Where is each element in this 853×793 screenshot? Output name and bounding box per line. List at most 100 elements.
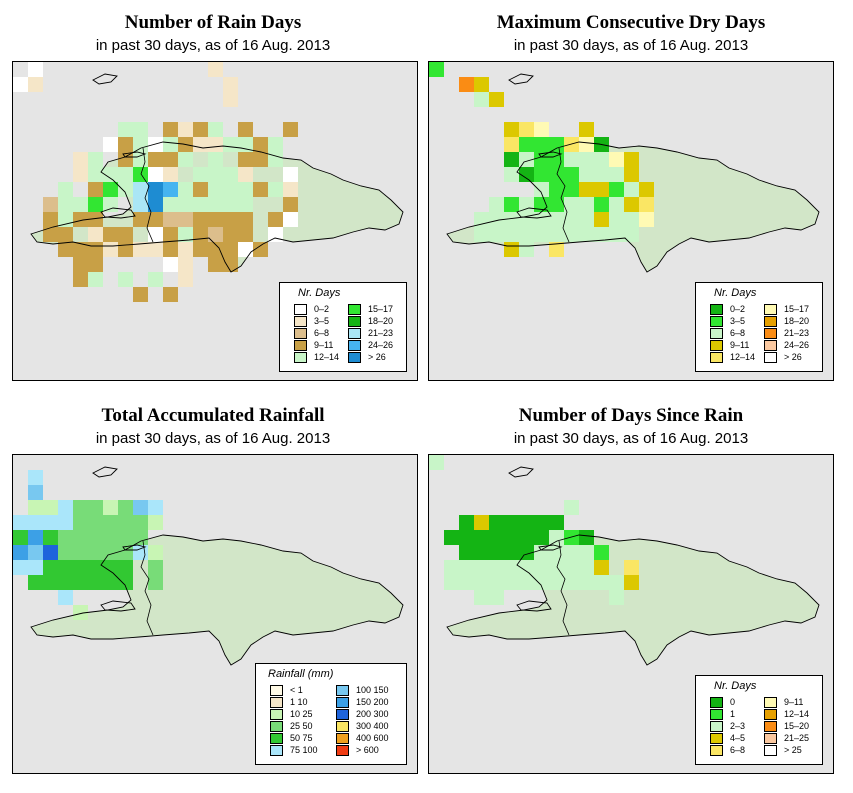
island-coastline	[538, 151, 563, 158]
grid-cell	[549, 545, 564, 560]
grid-cell	[103, 167, 118, 182]
grid-cell	[208, 137, 223, 152]
grid-cell	[193, 122, 208, 137]
grid-cell	[429, 455, 444, 470]
grid-cell	[283, 212, 298, 227]
legend-title: Nr. Days	[714, 680, 757, 692]
grid-cell	[88, 560, 103, 575]
grid-cell	[223, 197, 238, 212]
grid-cell	[13, 77, 28, 92]
grid-cell	[459, 515, 474, 530]
grid-cell	[118, 227, 133, 242]
grid-cell	[549, 182, 564, 197]
island-coastline	[508, 466, 534, 478]
grid-cell	[133, 212, 148, 227]
grid-cell	[73, 530, 88, 545]
map-legend: Nr. Days 0–2 3–5 6–8 9–11 12–14 15–17 18–20 21–2…	[279, 282, 407, 372]
grid-cell	[609, 575, 624, 590]
grid-cell	[223, 167, 238, 182]
legend-label: 12–14	[784, 709, 810, 719]
grid-cell	[43, 500, 58, 515]
map-rain-days: Nr. Days 0–2 3–5 6–8 9–11 12–14 15–17 18–20 21–2…	[12, 61, 418, 381]
grid-cell	[73, 152, 88, 167]
grid-cell	[564, 182, 579, 197]
legend-swatch	[336, 685, 349, 696]
grid-cell	[73, 272, 88, 287]
legend-swatch	[270, 745, 283, 756]
grid-cell	[103, 197, 118, 212]
legend-swatch	[270, 709, 283, 720]
grid-cell	[253, 242, 268, 257]
grid-cell	[639, 212, 654, 227]
legend-swatch	[348, 316, 361, 327]
legend-swatch	[348, 340, 361, 351]
legend-swatch	[336, 721, 349, 732]
grid-cell	[474, 530, 489, 545]
legend-swatch	[764, 340, 777, 351]
grid-cell	[223, 227, 238, 242]
legend-swatch	[294, 304, 307, 315]
grid-cell	[283, 122, 298, 137]
grid-cell	[43, 530, 58, 545]
grid-cell	[474, 212, 489, 227]
legend-label: 200 300	[356, 709, 389, 719]
grid-cell	[163, 197, 178, 212]
grid-cell	[58, 212, 73, 227]
grid-cell	[193, 167, 208, 182]
legend-swatch	[764, 721, 777, 732]
grid-cell	[564, 212, 579, 227]
grid-cell	[88, 182, 103, 197]
grid-cell	[594, 167, 609, 182]
legend-label: 25 50	[290, 721, 313, 731]
grid-cell	[489, 197, 504, 212]
grid-cell	[238, 197, 253, 212]
grid-cell	[549, 152, 564, 167]
grid-cell	[459, 530, 474, 545]
grid-cell	[148, 515, 163, 530]
grid-cell	[28, 470, 43, 485]
grid-cell	[504, 575, 519, 590]
grid-cell	[118, 545, 133, 560]
grid-cell	[73, 605, 88, 620]
grid-cell	[13, 560, 28, 575]
grid-cell	[564, 560, 579, 575]
grid-cell	[474, 92, 489, 107]
map-dry-days: Nr. Days 0–2 3–5 6–8 9–11 12–14 15–17 18–20 21–2…	[428, 61, 834, 381]
map-canvas	[429, 455, 820, 666]
legend-label: 0–2	[314, 304, 330, 314]
grid-cell	[238, 227, 253, 242]
legend-swatch	[764, 697, 777, 708]
grid-cell	[163, 212, 178, 227]
grid-cell	[253, 152, 268, 167]
legend-swatch	[294, 352, 307, 363]
legend-label: 1 10	[290, 697, 308, 707]
grid-cell	[133, 137, 148, 152]
grid-cell	[88, 272, 103, 287]
grid-cell	[534, 545, 549, 560]
grid-cell	[28, 62, 43, 77]
grid-cell	[504, 560, 519, 575]
grid-cell	[88, 227, 103, 242]
grid-cell	[148, 575, 163, 590]
grid-cell	[73, 575, 88, 590]
grid-cell	[88, 545, 103, 560]
grid-cell	[504, 152, 519, 167]
grid-cell	[519, 530, 534, 545]
grid-cell	[43, 560, 58, 575]
grid-cell	[58, 560, 73, 575]
legend-label: 6–8	[730, 328, 746, 338]
grid-cell	[58, 500, 73, 515]
legend-label: 24–26	[784, 340, 810, 350]
legend-label: 100 150	[356, 685, 389, 695]
grid-cell	[253, 182, 268, 197]
grid-cell	[13, 545, 28, 560]
grid-cell	[43, 515, 58, 530]
grid-cell	[534, 137, 549, 152]
legend-label: 150 200	[356, 697, 389, 707]
panel3-title: Total Accumulated Rainfall	[101, 405, 325, 426]
legend-title: Rainfall (mm)	[268, 668, 334, 680]
legend-swatch	[336, 733, 349, 744]
grid-cell	[639, 197, 654, 212]
island-coastline	[538, 544, 563, 551]
grid-cell	[163, 182, 178, 197]
